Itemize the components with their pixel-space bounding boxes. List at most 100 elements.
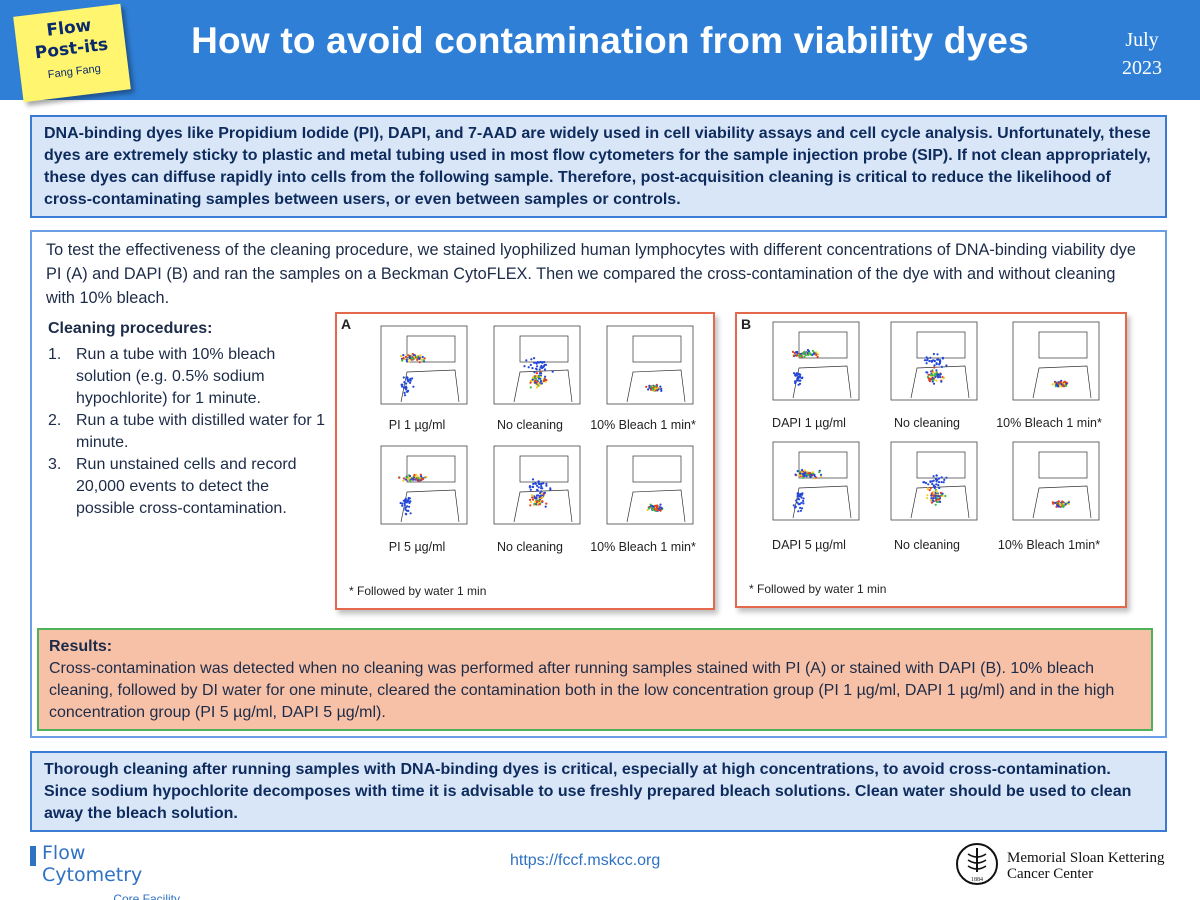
scatter-dot	[545, 484, 548, 487]
scatter-dot	[421, 478, 424, 481]
scatter-dot	[940, 476, 943, 479]
scatter-dot	[1064, 503, 1067, 506]
scatter-dot	[660, 387, 663, 391]
date-month: July	[1125, 29, 1159, 51]
scatter-dot	[658, 507, 661, 511]
scatter-dot	[405, 358, 408, 361]
scatter-dot	[537, 377, 540, 380]
scatter-dot	[398, 476, 401, 479]
scatter-dot	[536, 500, 539, 503]
scatter-dot	[935, 363, 938, 366]
scatter-dot	[1053, 382, 1056, 385]
scatter-dot	[416, 475, 419, 478]
scatter-dot	[542, 482, 545, 485]
scatter-dot	[809, 475, 812, 478]
scatter-dot	[799, 495, 802, 498]
scatter-dot	[540, 482, 543, 486]
scatter-dot	[407, 478, 410, 481]
scatter-dot	[409, 475, 412, 478]
scatter-dot	[794, 473, 797, 476]
scatter-dot	[404, 500, 407, 503]
scatter-dot	[403, 381, 406, 384]
scatter-dot	[1057, 500, 1060, 503]
scatter-dot	[1059, 384, 1062, 387]
scatter-dot	[799, 355, 802, 358]
scatter-dot	[817, 353, 820, 356]
plot-label: 10% Bleach 1 min*	[590, 418, 696, 432]
scatter-dot	[533, 496, 536, 499]
scatter-dot	[528, 486, 531, 489]
scatter-dot	[545, 502, 548, 505]
scatter-dot	[799, 379, 802, 382]
scatter-dot	[797, 383, 800, 386]
scatter-dot	[808, 351, 811, 355]
scatter-dot	[420, 475, 423, 478]
scatter-dot	[540, 382, 543, 385]
scatter-dot	[651, 508, 655, 511]
scatter-dot	[931, 480, 934, 483]
scatter-dot	[1067, 501, 1070, 504]
scatter-dot	[418, 361, 421, 364]
scatter-dot	[531, 496, 534, 499]
scatter-dot	[538, 384, 541, 387]
scatter-dot	[406, 390, 409, 393]
scatter-dot	[939, 360, 942, 363]
website-link[interactable]: https://fccf.mskcc.org	[510, 852, 661, 869]
scatter-dot	[540, 492, 543, 495]
scatter-dot	[406, 376, 409, 379]
scatter-dot	[405, 505, 408, 508]
scatter-dot	[926, 494, 929, 497]
scatter-dot	[796, 470, 799, 473]
scatter-dot	[654, 387, 657, 390]
scatter-dot	[795, 354, 798, 357]
scatter-dot	[807, 350, 811, 353]
flow-post-its-note: Flow Post-its Fang Fang	[13, 3, 131, 103]
scatter-dot	[805, 473, 808, 476]
scatter-dot	[799, 509, 802, 512]
procedure-item: 3. Run unstained cells and record 20,000 …	[48, 456, 297, 517]
scatter-dot	[535, 484, 539, 487]
scatter-dot	[934, 499, 937, 502]
results-box: Results: Cross-contamination was detecte…	[37, 628, 1153, 731]
panel-a-footnote: * Followed by water 1 min	[349, 584, 487, 598]
scatter-dot	[412, 476, 415, 479]
scatter-dot	[932, 475, 935, 478]
scatter-dot	[409, 512, 412, 515]
scatter-plot-pi5	[367, 442, 471, 534]
scatter-dot	[929, 378, 932, 381]
scatter-dot	[541, 496, 544, 499]
scatter-dot	[944, 494, 947, 498]
scatter-dot	[800, 471, 803, 474]
scatter-dot	[935, 474, 938, 477]
plot-label: 10% Bleach 1min*	[997, 538, 1101, 552]
scatter-dot	[932, 491, 935, 494]
page-title: How to avoid contamination from viabilit…	[191, 20, 1029, 61]
scatter-dot	[401, 359, 404, 362]
scatter-dot	[935, 379, 938, 382]
scatter-dot	[934, 496, 937, 499]
scatter-dot	[660, 389, 663, 392]
scatter-dot	[525, 359, 528, 362]
scatter-dot	[651, 504, 654, 508]
method-text: To test the effectiveness of the cleanin…	[46, 241, 1136, 307]
scatter-dot	[529, 386, 532, 389]
scatter-dot	[535, 496, 538, 499]
scatter-dot	[815, 351, 818, 354]
scatter-dot	[924, 481, 928, 485]
scatter-dot	[797, 375, 800, 379]
scatter-dot	[933, 364, 936, 367]
scatter-dot	[798, 470, 801, 473]
plot-label: DAPI 5 µg/ml	[772, 538, 846, 552]
scatter-dot	[1062, 385, 1066, 388]
scatter-dot	[803, 469, 806, 472]
scatter-dot	[539, 380, 542, 383]
scatter-dot	[532, 485, 535, 488]
scatter-dot	[533, 371, 536, 374]
scatter-dot	[540, 490, 543, 493]
scatter-dot	[802, 499, 805, 503]
scatter-dot	[929, 486, 932, 490]
scatter-dot	[926, 488, 929, 491]
scatter-dot	[535, 386, 538, 389]
scatter-thumbnail	[1012, 441, 1100, 521]
results-text: Cross-contamination was detected when no…	[49, 660, 1115, 721]
